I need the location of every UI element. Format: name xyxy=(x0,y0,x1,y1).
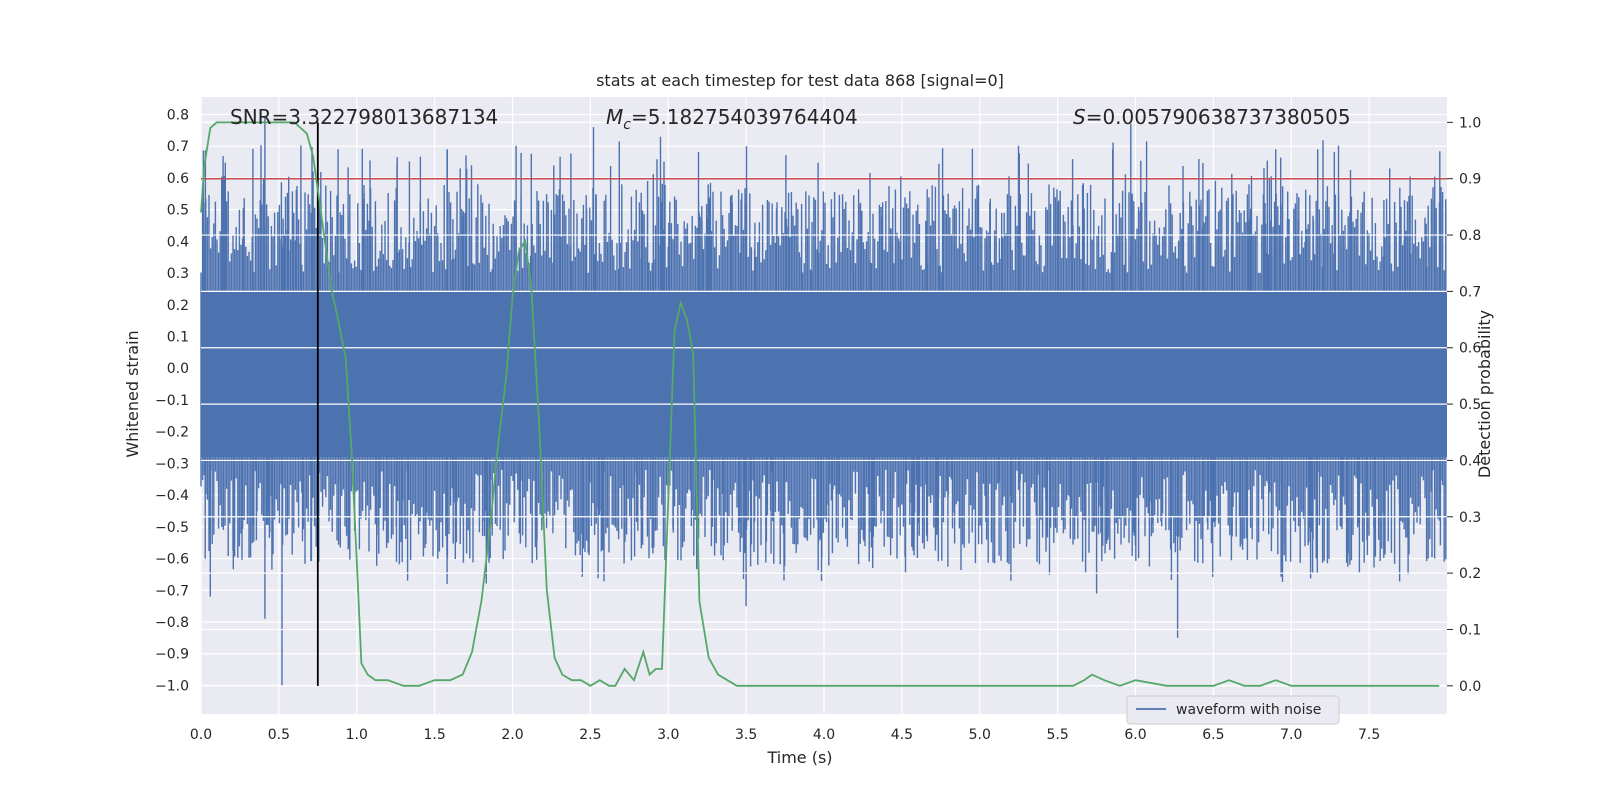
y-tick-label: 0.7 xyxy=(167,139,189,155)
mc-subscript: c xyxy=(623,117,631,133)
x-tick-label: 7.0 xyxy=(1280,727,1302,743)
s-annotation: S=0.005790638737380505 xyxy=(1073,105,1351,129)
mc-symbol: M xyxy=(606,105,623,129)
mc-value: =5.182754039764404 xyxy=(631,105,858,129)
y2-tick-label: 0.2 xyxy=(1459,566,1481,582)
legend-label: waveform with noise xyxy=(1176,702,1321,718)
y2-tick-label: 0.9 xyxy=(1459,172,1481,188)
y-tick-label: −0.8 xyxy=(155,615,189,631)
y-tick-label: −0.5 xyxy=(155,520,189,536)
x-tick-label: 5.0 xyxy=(969,727,991,743)
y-tick-label: 0.6 xyxy=(167,171,189,187)
y2-tick-label: 0.0 xyxy=(1459,679,1481,695)
snr-annotation: SNR=3.322798013687134 xyxy=(230,105,498,129)
x-axis-ticks: 0.0 0.5 1.0 1.5 2.0 2.5 3.0 3.5 4.0 4.5 5.0 5.5 6.0 6… xyxy=(190,727,1380,743)
s-symbol: S xyxy=(1073,105,1086,129)
x-tick-label: 6.0 xyxy=(1124,727,1146,743)
plot-area xyxy=(200,97,1447,714)
y-tick-label: 0.5 xyxy=(167,203,189,219)
y-axis-label: Whitened strain xyxy=(123,330,142,457)
x-tick-label: 0.0 xyxy=(190,727,212,743)
y-tick-label: 0.1 xyxy=(167,330,189,346)
y-tick-label: −0.1 xyxy=(155,393,189,409)
y-tick-label: 0.8 xyxy=(167,107,189,123)
waveform-spikes xyxy=(200,117,1447,686)
x-tick-label: 4.0 xyxy=(813,727,835,743)
y-tick-label: −0.6 xyxy=(155,552,189,568)
y2-tick-label: 0.8 xyxy=(1459,228,1481,244)
y2-tick-label: 0.4 xyxy=(1459,453,1481,469)
y-tick-label: −0.4 xyxy=(155,488,189,504)
y2-axis-label: Detection probability xyxy=(1475,310,1494,478)
legend-box xyxy=(1126,695,1340,725)
y-tick-label: −0.7 xyxy=(155,583,189,599)
y-tick-label: −0.2 xyxy=(155,425,189,441)
y2-axis-ticks: 1.0 0.9 0.8 0.7 0.6 0.5 0.4 0.3 0.2 0.1 0.0 xyxy=(1447,115,1481,695)
y-tick-label: 0.2 xyxy=(167,298,189,314)
y-axis-ticks: 0.8 0.7 0.6 0.5 0.4 0.3 0.2 0.1 0.0 −0.1 −0.2 −0.3 −… xyxy=(155,107,189,694)
x-axis-label: Time (s) xyxy=(766,748,832,767)
legend: waveform with noise xyxy=(1126,695,1340,725)
detection-probability-line xyxy=(200,121,1440,687)
y-tick-label: −1.0 xyxy=(155,678,189,694)
x-tick-label: 6.5 xyxy=(1202,727,1224,743)
y2-tick-label: 0.3 xyxy=(1459,510,1481,526)
y-tick-label: 0.0 xyxy=(167,361,189,377)
x-tick-label: 1.5 xyxy=(423,727,445,743)
y2-tick-label: 0.5 xyxy=(1459,397,1481,413)
y2-tick-label: 1.0 xyxy=(1459,115,1481,131)
y-tick-label: 0.4 xyxy=(167,234,189,250)
y-tick-label: 0.3 xyxy=(167,266,189,282)
x-tick-label: 3.5 xyxy=(735,727,757,743)
y-tick-label: −0.9 xyxy=(155,647,189,663)
x-tick-label: 4.5 xyxy=(891,727,913,743)
chirp-mass-annotation: Mc=5.182754039764404 xyxy=(606,105,858,133)
x-tick-label: 2.5 xyxy=(579,727,601,743)
band-grid-overlay xyxy=(201,121,1447,687)
y2-tick-label: 0.7 xyxy=(1459,284,1481,300)
x-tick-label: 5.5 xyxy=(1046,727,1068,743)
x-tick-label: 7.5 xyxy=(1358,727,1380,743)
s-value: =0.005790638737380505 xyxy=(1086,105,1351,129)
x-tick-label: 0.5 xyxy=(268,727,290,743)
x-tick-label: 2.0 xyxy=(501,727,523,743)
y-tick-label: −0.3 xyxy=(155,456,189,472)
x-tick-label: 1.0 xyxy=(346,727,368,743)
x-tick-label: 3.0 xyxy=(657,727,679,743)
chart-title: stats at each timestep for test data 868… xyxy=(596,71,1004,90)
y2-tick-label: 0.6 xyxy=(1459,341,1481,357)
y2-tick-label: 0.1 xyxy=(1459,622,1481,638)
